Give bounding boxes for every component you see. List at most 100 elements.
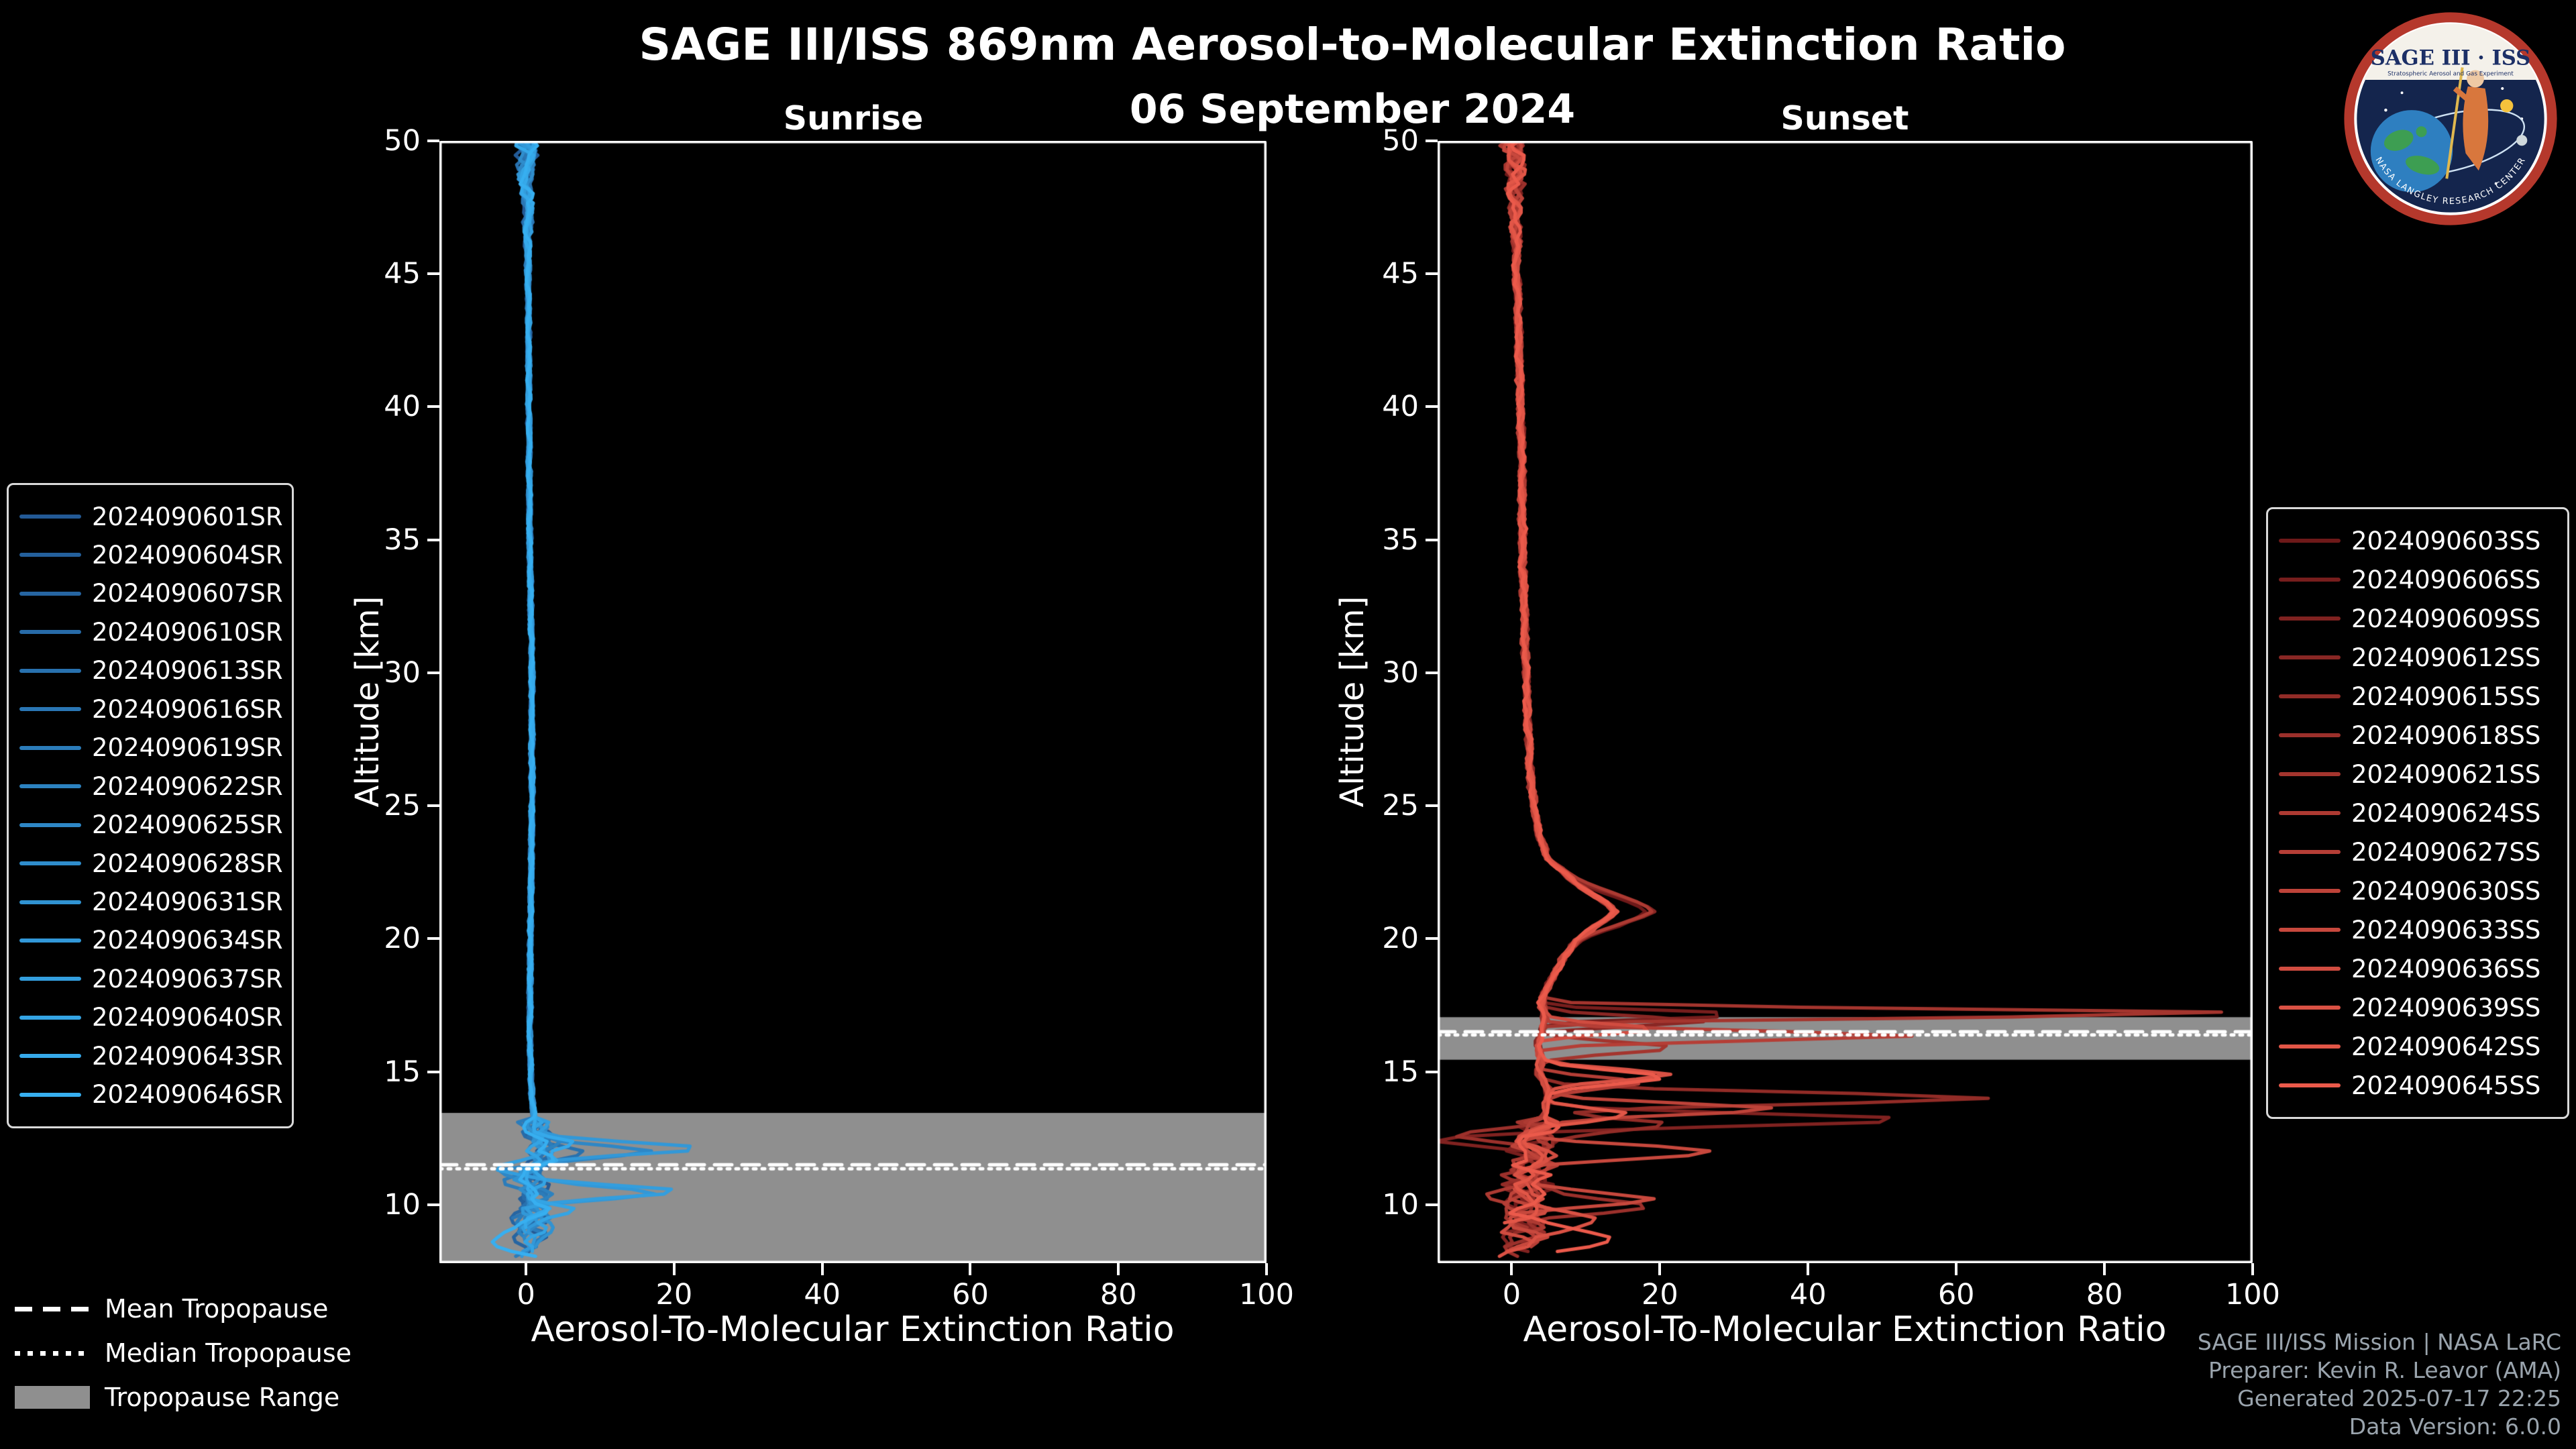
legend-line-swatch bbox=[2279, 1006, 2341, 1010]
sunset-plot-canvas bbox=[1438, 141, 2253, 1263]
credit-line: Preparer: Kevin R. Leavor (AMA) bbox=[2208, 1357, 2561, 1383]
legend-item: 2024090616SR bbox=[19, 691, 283, 727]
y-tick-mark bbox=[1426, 1203, 1438, 1206]
legend-item: 2024090615SS bbox=[2279, 678, 2557, 714]
legend-item: 2024090622SR bbox=[19, 768, 283, 804]
tropopause-legend: Mean Tropopause Median Tropopause Tropopau… bbox=[15, 1293, 352, 1413]
legend-item: 2024090619SR bbox=[19, 730, 283, 766]
x-axis-label-sunrise: Aerosol-To-Molecular Extinction Ratio bbox=[531, 1309, 1175, 1350]
logo-figure bbox=[2463, 86, 2489, 171]
legend-line-swatch bbox=[19, 553, 81, 557]
legend-label: 2024090643SR bbox=[92, 1041, 283, 1071]
legend-item: 2024090610SR bbox=[19, 614, 283, 650]
y-tick-label: 40 bbox=[384, 390, 421, 424]
legend-item: 2024090621SS bbox=[2279, 756, 2557, 792]
legend-item: 2024090612SS bbox=[2279, 639, 2557, 676]
y-tick-label: 40 bbox=[1382, 390, 1419, 424]
legend-line-swatch bbox=[2279, 850, 2341, 854]
legend-label: 2024090613SR bbox=[92, 656, 283, 686]
legend-label: 2024090637SR bbox=[92, 964, 283, 994]
legend-label: 2024090615SS bbox=[2351, 682, 2541, 711]
legend-label: 2024090604SR bbox=[92, 540, 283, 570]
legend-label: 2024090606SS bbox=[2351, 565, 2541, 594]
y-tick-mark bbox=[1426, 272, 1438, 276]
legend-label: 2024090610SR bbox=[92, 617, 283, 647]
tropopause-legend-item: Mean Tropopause bbox=[15, 1293, 352, 1324]
legend-line-swatch bbox=[2279, 578, 2341, 582]
x-tick-mark bbox=[2251, 1263, 2254, 1275]
y-tick-label: 25 bbox=[1382, 789, 1419, 823]
y-tick-label: 30 bbox=[1382, 655, 1419, 690]
logo-earth bbox=[2370, 110, 2453, 193]
legend-line-swatch bbox=[2279, 655, 2341, 659]
legend-label: 2024090646SR bbox=[92, 1080, 283, 1110]
legend-line-swatch bbox=[2279, 539, 2341, 543]
y-tick-mark bbox=[427, 1203, 439, 1206]
sage-iss-logo: SAGE III · ISS Stratospheric Aerosol and… bbox=[2343, 11, 2559, 227]
credit-line: Generated 2025-07-17 22:25 bbox=[2237, 1385, 2561, 1411]
sunset-series-legend: 2024090603SS 2024090606SS 2024090609SS 2024… bbox=[2266, 507, 2569, 1119]
panel-title-sunrise: Sunrise bbox=[783, 99, 924, 138]
y-tick-label: 15 bbox=[384, 1055, 421, 1089]
legend-label: 2024090621SS bbox=[2351, 759, 2541, 789]
legend-line-swatch bbox=[2279, 889, 2341, 893]
legend-line-swatch bbox=[2279, 616, 2341, 621]
x-tick-label: 80 bbox=[2086, 1278, 2123, 1311]
legend-label: 2024090624SS bbox=[2351, 798, 2541, 828]
legend-label: 2024090619SR bbox=[92, 733, 283, 763]
tropopause-legend-item: Tropopause Range bbox=[15, 1382, 352, 1413]
sage-iss-logo-svg: SAGE III · ISS Stratospheric Aerosol and… bbox=[2344, 12, 2557, 225]
legend-label: 2024090603SS bbox=[2351, 526, 2541, 555]
legend-line-swatch bbox=[19, 1092, 81, 1097]
y-tick-mark bbox=[427, 671, 439, 674]
legend-line-swatch bbox=[2279, 1083, 2341, 1087]
x-tick-label: 0 bbox=[517, 1278, 535, 1311]
x-tick-label: 60 bbox=[952, 1278, 989, 1311]
figure-date: 06 September 2024 bbox=[1129, 86, 1576, 133]
x-tick-mark bbox=[1807, 1263, 1810, 1275]
legend-label: 2024090612SS bbox=[2351, 643, 2541, 672]
legend-line-swatch bbox=[19, 707, 81, 712]
y-tick-mark bbox=[1426, 804, 1438, 808]
x-axis-label-sunset: Aerosol-To-Molecular Extinction Ratio bbox=[1523, 1309, 2167, 1350]
x-tick-label: 40 bbox=[1789, 1278, 1827, 1311]
y-tick-mark bbox=[1426, 671, 1438, 674]
legend-label: 2024090633SS bbox=[2351, 915, 2541, 945]
credits: SAGE III/ISS Mission | NASA LaRC Preparer… bbox=[2198, 1328, 2561, 1441]
legend-label: 2024090609SS bbox=[2351, 604, 2541, 633]
legend-label: 2024090625SR bbox=[92, 810, 283, 840]
legend-line-swatch bbox=[2279, 1044, 2341, 1049]
tropopause-legend-label: Mean Tropopause bbox=[105, 1294, 329, 1324]
y-tick-mark bbox=[1426, 1070, 1438, 1073]
y-tick-mark bbox=[1426, 538, 1438, 541]
legend-label: 2024090622SR bbox=[92, 771, 283, 801]
legend-line-swatch bbox=[19, 668, 81, 673]
legend-line-swatch bbox=[2279, 772, 2341, 776]
y-tick-mark bbox=[1426, 405, 1438, 409]
tropopause-legend-label: Median Tropopause bbox=[105, 1338, 352, 1368]
legend-item: 2024090630SS bbox=[2279, 873, 2557, 909]
legend-item: 2024090636SS bbox=[2279, 951, 2557, 987]
legend-item: 2024090643SR bbox=[19, 1038, 283, 1074]
legend-item: 2024090634SR bbox=[19, 922, 283, 959]
logo-moon bbox=[2516, 135, 2528, 146]
dotted-swatch bbox=[15, 1350, 90, 1356]
legend-label: 2024090601SR bbox=[92, 502, 283, 531]
credit-line: SAGE III/ISS Mission | NASA LaRC bbox=[2197, 1329, 2561, 1355]
x-tick-label: 100 bbox=[1238, 1278, 1295, 1311]
legend-line-swatch bbox=[19, 515, 81, 519]
logo-top-cap bbox=[2363, 23, 2538, 80]
legend-item: 2024090627SS bbox=[2279, 834, 2557, 870]
legend-label: 2024090642SS bbox=[2351, 1032, 2541, 1061]
y-tick-label: 50 bbox=[1382, 124, 1419, 158]
legend-label: 2024090618SS bbox=[2351, 720, 2541, 750]
y-axis-label-sunset: Altitude [km] bbox=[1334, 596, 1371, 808]
legend-line-swatch bbox=[2279, 967, 2341, 971]
legend-line-swatch bbox=[19, 630, 81, 635]
legend-item: 2024090639SS bbox=[2279, 989, 2557, 1026]
sunrise-plot-canvas bbox=[439, 141, 1267, 1263]
x-tick-label: 60 bbox=[1937, 1278, 1975, 1311]
logo-subtitle: Stratospheric Aerosol and Gas Experiment bbox=[2387, 71, 2514, 78]
legend-line-swatch bbox=[2279, 811, 2341, 815]
x-tick-label: 80 bbox=[1099, 1278, 1137, 1311]
